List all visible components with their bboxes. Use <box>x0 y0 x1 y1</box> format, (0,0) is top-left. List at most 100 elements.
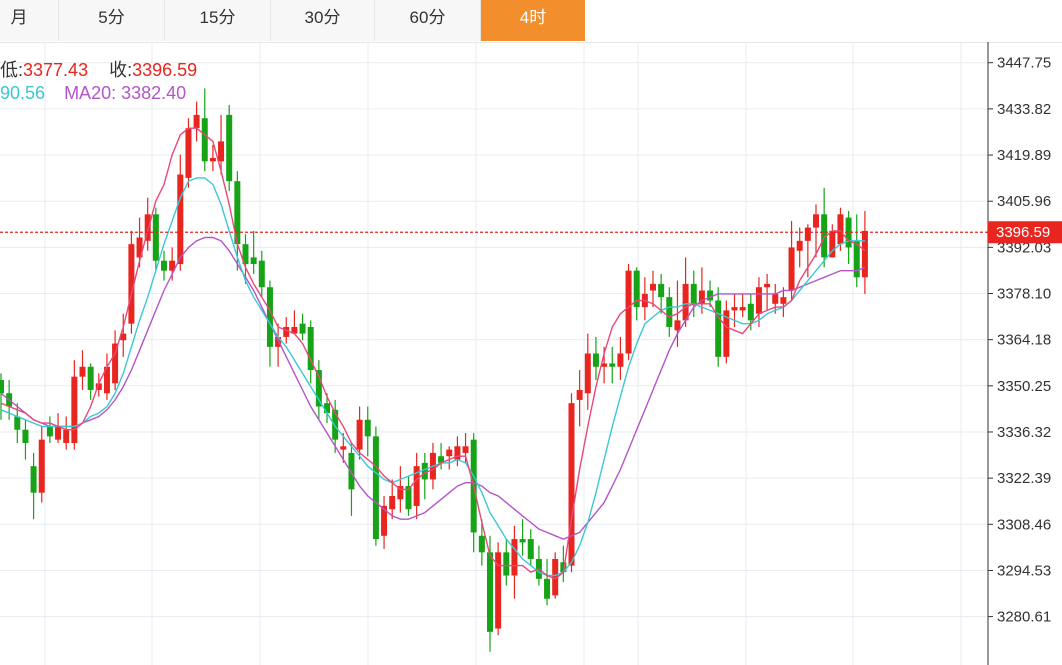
candle-90 <box>731 293 738 327</box>
candle-67 <box>544 558 551 606</box>
candle-body <box>250 257 257 265</box>
chart-grid <box>0 42 988 665</box>
candle-11 <box>87 363 94 400</box>
candle-body <box>601 363 608 367</box>
candle-body <box>283 326 290 337</box>
ma5-line <box>0 127 866 580</box>
candle-7 <box>55 413 62 443</box>
candle-73 <box>592 336 599 381</box>
candle-body <box>307 326 314 371</box>
ma20-value: 3382.40 <box>121 83 187 103</box>
candle-body <box>658 283 665 298</box>
candle-3 <box>22 419 29 460</box>
candle-body <box>421 462 428 480</box>
candle-body <box>372 436 379 540</box>
candle-body <box>397 486 404 500</box>
y-tick-label-11: 3294.53 <box>997 562 1051 579</box>
candle-body <box>413 466 420 506</box>
candle-body <box>552 558 559 596</box>
candle-40 <box>324 393 330 424</box>
candle-body <box>405 486 412 510</box>
candle-64 <box>519 519 526 556</box>
candle-body <box>829 230 836 258</box>
candle-26 <box>209 144 216 172</box>
candle-body <box>266 287 273 347</box>
candle-body <box>544 578 551 599</box>
candle-44 <box>356 406 363 460</box>
candle-body <box>201 118 208 162</box>
candle-body <box>381 505 388 536</box>
candle-62 <box>503 539 510 586</box>
candle-87 <box>707 280 714 308</box>
candle-body <box>821 214 828 258</box>
tab-month[interactable]: 月 <box>0 0 59 41</box>
candle-48 <box>389 479 396 520</box>
candle-body <box>258 260 265 288</box>
candle-25 <box>201 88 208 172</box>
candles <box>0 88 868 652</box>
candle-71 <box>576 370 583 427</box>
candle-106 <box>861 211 868 294</box>
candle-body <box>136 237 143 258</box>
low-label: 低: <box>0 60 24 80</box>
candle-70 <box>568 393 575 573</box>
candle-body <box>348 452 355 490</box>
candle-body <box>796 240 803 251</box>
candle-body <box>560 562 567 573</box>
ma-legend: 90.56 MA20: 3382.40 <box>0 83 186 104</box>
candle-body <box>226 114 233 182</box>
candle-body <box>853 240 860 278</box>
low-value: 3377.43 <box>23 60 89 80</box>
candle-body <box>764 283 771 288</box>
candle-101 <box>821 187 828 268</box>
candle-body <box>120 333 127 341</box>
candle-6 <box>46 416 53 443</box>
tab-4hour[interactable]: 4时 <box>481 0 585 41</box>
candle-32 <box>258 250 265 298</box>
y-tick-label-9: 3322.39 <box>997 470 1051 487</box>
moving-averages <box>0 127 866 580</box>
tab-30min[interactable]: 30分 <box>271 0 375 41</box>
candle-body <box>788 247 795 291</box>
candle-body <box>103 366 110 394</box>
candle-body <box>193 114 200 129</box>
candle-76 <box>617 336 624 381</box>
candle-18 <box>144 197 151 251</box>
tab-5min[interactable]: 5分 <box>59 0 165 41</box>
candle-100 <box>813 204 819 258</box>
candle-body <box>46 426 53 437</box>
candle-body <box>332 409 339 440</box>
candle-body <box>576 389 583 400</box>
candle-91 <box>739 293 746 318</box>
candle-body <box>633 270 640 308</box>
candle-body <box>95 383 102 390</box>
candle-body <box>242 244 249 265</box>
candle-body <box>234 181 241 245</box>
candle-78 <box>633 267 640 321</box>
candle-63 <box>511 525 518 599</box>
candle-10 <box>79 350 86 390</box>
candle-body <box>511 539 518 576</box>
candle-body <box>772 293 779 304</box>
y-tick-label-3: 3405.96 <box>997 193 1051 210</box>
candle-9 <box>71 360 78 450</box>
candle-79 <box>641 277 648 321</box>
tab-15min[interactable]: 15分 <box>165 0 271 41</box>
y-tick-label-2: 3419.89 <box>997 147 1051 164</box>
candle-body <box>690 283 697 304</box>
candle-82 <box>666 287 673 337</box>
candle-body <box>747 303 754 321</box>
ohlc-info: 低:3377.43 收:3396.59 <box>0 56 197 82</box>
candle-23 <box>185 118 192 188</box>
tab-60min[interactable]: 60分 <box>375 0 481 41</box>
current-price-label: 3396.59 <box>988 221 1062 244</box>
candle-104 <box>845 211 852 265</box>
candle-88 <box>715 287 722 367</box>
candle-20 <box>161 250 167 281</box>
candle-95 <box>772 283 779 314</box>
candle-94 <box>764 273 771 311</box>
candle-56 <box>454 436 461 467</box>
candle-36 <box>291 310 298 334</box>
candle-body <box>177 174 184 265</box>
